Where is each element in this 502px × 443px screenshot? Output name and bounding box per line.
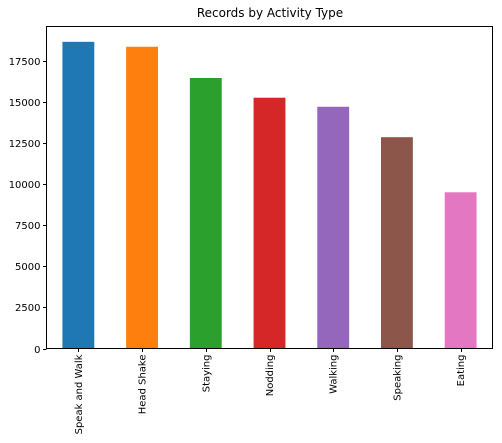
y-tick-label: 15000 — [9, 98, 41, 109]
bar — [253, 97, 286, 349]
bar — [126, 46, 158, 349]
x-tick-label: Staying — [201, 355, 212, 393]
y-tick-label: 12500 — [9, 139, 41, 150]
y-tick-label: 10000 — [9, 180, 41, 191]
bar — [444, 192, 477, 349]
x-tick-label: Eating — [456, 355, 467, 387]
y-tick-label: 7500 — [15, 221, 40, 232]
x-tick-label: Walking — [329, 355, 340, 394]
bars-group — [62, 41, 477, 349]
bar — [317, 106, 350, 349]
y-tick-label: 2500 — [15, 303, 40, 314]
x-tick-label: Speak and Walk — [74, 354, 85, 434]
y-axis: 0 2500 5000 7500 10000 12500 15000 17500 — [9, 57, 47, 356]
y-tick-label: 17500 — [9, 57, 41, 68]
bar — [189, 78, 222, 349]
bar — [381, 137, 413, 349]
chart-title: Records by Activity Type — [197, 6, 343, 20]
x-tick-label: Speaking — [392, 355, 403, 401]
y-tick-label: 0 — [34, 345, 40, 356]
x-axis: Speak and Walk Head Shake Staying Nodding Wa… — [74, 348, 467, 434]
bar — [62, 41, 95, 349]
x-tick-label: Nodding — [265, 355, 276, 397]
x-tick-label: Head Shake — [138, 355, 149, 415]
y-tick-label: 5000 — [15, 262, 40, 273]
plot-frame — [46, 26, 493, 349]
